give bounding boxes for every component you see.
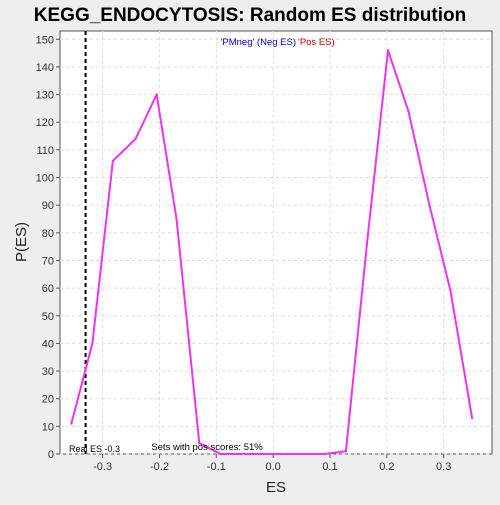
data-point (259, 452, 262, 456)
data-point (428, 203, 431, 207)
legend-entry-neg-es: 'PMneg' (Neg ES) (221, 37, 296, 48)
data-point (219, 452, 222, 456)
legend-entry-pos-es: 'Pos ES) (298, 37, 335, 48)
y-tick-label: 130 (36, 90, 54, 102)
y-tick-label: 20 (42, 394, 54, 406)
y-tick-label: 110 (36, 145, 54, 157)
data-point (91, 342, 94, 345)
x-tick-label: -0.1 (207, 461, 226, 473)
series-layer (70, 49, 474, 456)
x-gridlines (102, 31, 445, 454)
y-tick-label: 90 (42, 200, 54, 212)
x-tick-label: -0.2 (150, 461, 169, 473)
y-tick-label: 0 (48, 449, 54, 461)
y-tick-label: 120 (36, 117, 54, 129)
y-tick-label: 40 (42, 338, 54, 350)
y-tick-label: 80 (42, 228, 54, 240)
data-point (449, 289, 452, 293)
y-tick-label: 60 (42, 283, 54, 295)
data-point (238, 452, 242, 456)
data-point (323, 452, 326, 456)
y-tick-label: 100 (36, 173, 54, 185)
data-point (365, 242, 369, 246)
y-tick-label: 150 (36, 34, 54, 46)
data-point (175, 217, 178, 221)
y-tick-label: 10 (42, 421, 54, 433)
pos-scores-annotation: Sets with pos scores: 51% (151, 442, 263, 453)
chart-title: KEGG_ENDOCYTOSIS: Random ES distribution (34, 5, 466, 26)
data-point (279, 452, 283, 456)
data-point (300, 452, 303, 456)
y-tick-label: 140 (36, 62, 54, 74)
data-point (155, 93, 158, 96)
y-tick-label: 70 (42, 255, 54, 267)
x-axis-ticks: -0.3 -0.2 -0.1 0.0 0.1 0.2 0.3 (93, 454, 451, 473)
data-point (70, 422, 73, 425)
data-point (134, 137, 137, 141)
plot-area (59, 30, 493, 455)
y-axis-label: P(ES) (13, 222, 30, 262)
x-tick-label: 0.2 (379, 461, 394, 473)
data-point (198, 441, 201, 445)
x-tick-label: 0.0 (266, 461, 281, 473)
data-point (111, 159, 115, 163)
data-point (344, 450, 348, 453)
x-tick-label: 0.3 (436, 461, 451, 473)
data-point (386, 49, 390, 52)
y-tick-label: 50 (42, 311, 54, 323)
data-point (407, 109, 410, 113)
x-tick-label: -0.3 (93, 461, 112, 473)
y-tick-label: 30 (42, 366, 54, 378)
y-axis-ticks: 0 10 20 30 40 50 60 70 80 90 100 110 120 130 140 150 (36, 34, 60, 461)
x-tick-label: 0.1 (322, 461, 337, 473)
data-point (470, 416, 474, 420)
real-es-label: Real ES -0.3 (69, 444, 120, 454)
series-line (70, 49, 474, 455)
x-axis-label: ES (266, 479, 286, 496)
